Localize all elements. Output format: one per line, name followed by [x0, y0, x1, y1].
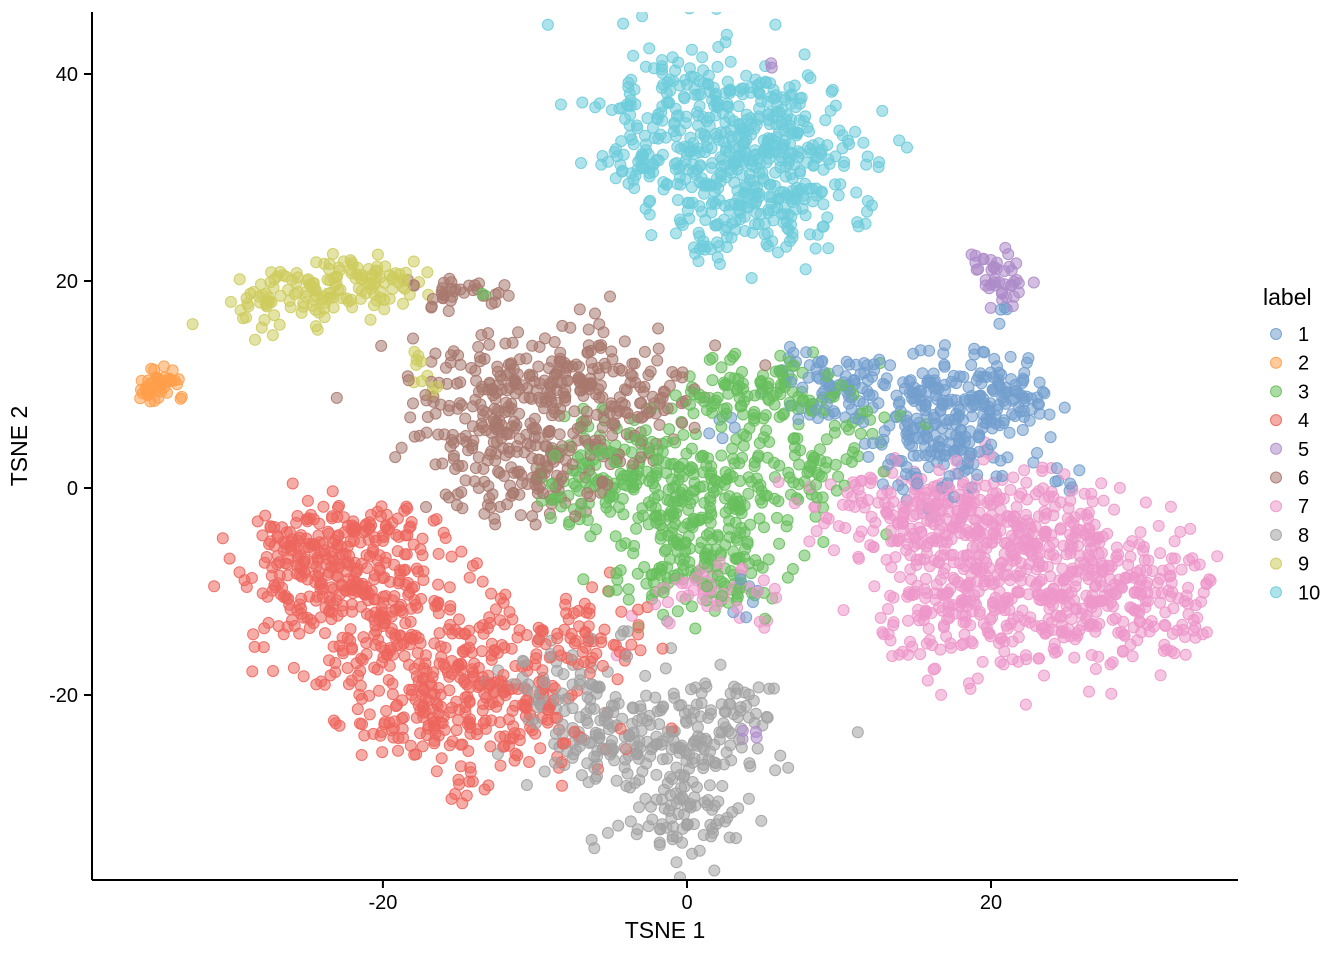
y-axis-ticks: -20 0 20 40: [49, 64, 92, 707]
y-tick-label: 0: [67, 478, 78, 500]
legend-item: 3: [1270, 381, 1309, 403]
legend-item-label: 3: [1298, 381, 1309, 403]
scatter-points: [134, 12, 1224, 880]
legend-swatch: [1270, 356, 1282, 369]
legend-item: 9: [1270, 554, 1309, 576]
legend-swatch: [1270, 528, 1282, 541]
legend-swatch: [1270, 328, 1282, 340]
legend-swatch: [1270, 471, 1282, 484]
legend-item-label: 9: [1298, 554, 1309, 576]
legend-item-label: 4: [1298, 410, 1309, 432]
y-tick-label: 40: [56, 64, 78, 86]
legend-items: 1 2 3 4 5 6 7 8 9 10: [1270, 324, 1320, 604]
x-axis-ticks: -20 0 20: [368, 880, 1002, 914]
legend-item: 6: [1270, 468, 1309, 490]
x-tick-label: 20: [980, 892, 1002, 914]
legend-swatch: [1270, 500, 1282, 513]
legend-item-label: 6: [1298, 468, 1309, 490]
legend-swatch: [1270, 586, 1282, 599]
legend-swatch: [1270, 442, 1282, 455]
x-tick-label: -20: [368, 892, 397, 914]
legend-title: label: [1263, 284, 1312, 310]
legend-item: 8: [1270, 525, 1309, 547]
legend-swatch: [1270, 414, 1282, 427]
legend-item: 4: [1270, 410, 1309, 432]
legend-item-label: 1: [1298, 324, 1309, 346]
legend-item-label: 5: [1298, 439, 1309, 461]
x-axis-title: TSNE 1: [625, 917, 706, 943]
y-tick-label: -20: [49, 685, 78, 707]
legend-swatch: [1270, 557, 1282, 570]
legend-item-label: 7: [1298, 496, 1309, 518]
legend-item: 7: [1270, 496, 1309, 518]
y-tick-label: 20: [56, 271, 78, 293]
legend-item-label: 2: [1298, 353, 1309, 375]
legend-item-label: 10: [1298, 582, 1320, 604]
legend-item: 5: [1270, 439, 1309, 461]
legend: label 1 2 3 4 5 6 7 8 9 10: [1263, 284, 1320, 604]
y-axis-title: TSNE 2: [6, 406, 32, 487]
legend-item: 1: [1270, 324, 1309, 346]
legend-item: 2: [1270, 353, 1309, 375]
legend-swatch: [1270, 385, 1282, 398]
x-tick-label: 0: [681, 892, 692, 914]
legend-item-label: 8: [1298, 525, 1309, 547]
legend-item: 10: [1270, 582, 1320, 604]
